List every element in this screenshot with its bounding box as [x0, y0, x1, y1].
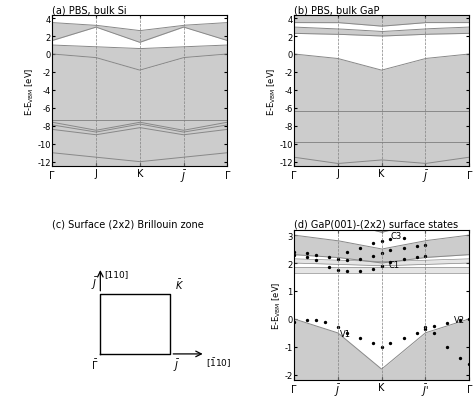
Text: $\bar{J}$: $\bar{J}$ [91, 275, 98, 291]
Text: [110]: [110] [104, 270, 128, 279]
Text: (d) GaP(001)-(2x2) surface states: (d) GaP(001)-(2x2) surface states [294, 219, 458, 229]
Text: (c) Surface (2x2) Brillouin zone: (c) Surface (2x2) Brillouin zone [52, 219, 204, 229]
Text: $\bar{J}$: $\bar{J}$ [173, 357, 180, 373]
Text: C1: C1 [388, 261, 399, 270]
Text: C3: C3 [391, 232, 401, 241]
Y-axis label: E-E$_{\rm VBM}$ [eV]: E-E$_{\rm VBM}$ [eV] [271, 281, 283, 329]
Text: V1: V1 [340, 329, 351, 338]
Text: $\bar{K}$: $\bar{K}$ [175, 277, 184, 291]
Text: V2: V2 [454, 315, 465, 324]
Text: $[\bar{1}10]$: $[\bar{1}10]$ [206, 356, 232, 369]
Text: (a) PBS, bulk Si: (a) PBS, bulk Si [52, 6, 127, 16]
Text: (b) PBS, bulk GaP: (b) PBS, bulk GaP [294, 6, 380, 16]
Y-axis label: E-E$_{\rm VBM}$ [eV]: E-E$_{\rm VBM}$ [eV] [265, 67, 278, 116]
Y-axis label: E-E$_{\rm VBM}$ [eV]: E-E$_{\rm VBM}$ [eV] [23, 67, 36, 116]
Text: $\bar{\Gamma}$: $\bar{\Gamma}$ [91, 357, 98, 371]
